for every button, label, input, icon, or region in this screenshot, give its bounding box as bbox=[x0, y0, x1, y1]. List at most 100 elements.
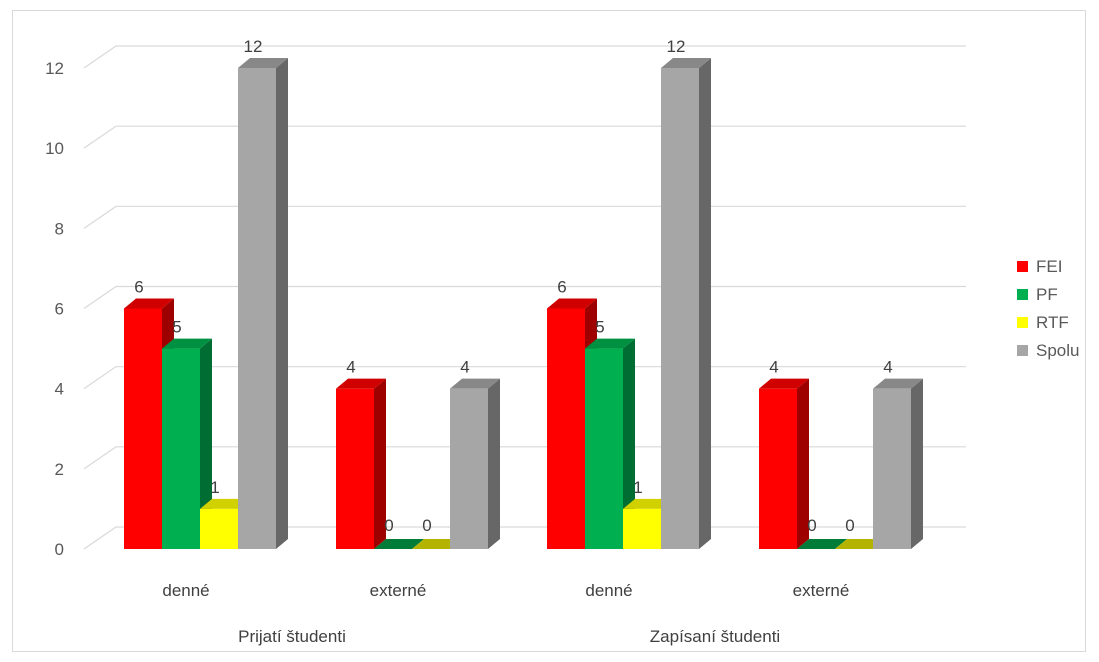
group-labels: Prijatí študenti Zapísaní študenti bbox=[238, 627, 780, 646]
bar-side bbox=[276, 58, 288, 549]
legend-swatch bbox=[1017, 289, 1028, 300]
bar bbox=[585, 338, 635, 549]
bars bbox=[124, 58, 923, 549]
data-label: 4 bbox=[883, 358, 892, 377]
legend: FEI PF RTF Spolu bbox=[1017, 257, 1079, 360]
category-labels: denné externé denné externé bbox=[162, 581, 849, 600]
y-tick-label: 2 bbox=[55, 460, 64, 479]
data-label: 4 bbox=[769, 358, 778, 377]
data-label: 6 bbox=[134, 278, 143, 297]
data-labels: 6 5 1 12 4 0 0 4 6 5 1 12 4 0 0 4 bbox=[134, 37, 892, 535]
bar-top bbox=[661, 58, 711, 68]
data-label: 1 bbox=[210, 478, 219, 497]
bar-side bbox=[488, 378, 500, 549]
gridline bbox=[83, 205, 966, 229]
bar-top bbox=[623, 498, 673, 509]
data-label: 0 bbox=[845, 516, 854, 535]
bar bbox=[661, 58, 711, 549]
bar-top bbox=[124, 298, 174, 309]
bar-front bbox=[759, 388, 797, 549]
category-label: denné bbox=[585, 581, 632, 600]
bar-side bbox=[911, 378, 923, 549]
gridline bbox=[83, 285, 966, 309]
y-tick-label: 6 bbox=[55, 300, 64, 319]
bar-top bbox=[162, 338, 212, 349]
bar-side bbox=[797, 378, 809, 549]
bar-top bbox=[200, 498, 250, 509]
bar-side bbox=[623, 338, 635, 549]
y-tick-label: 0 bbox=[55, 540, 64, 559]
bar-top bbox=[238, 58, 288, 68]
legend-label: FEI bbox=[1036, 257, 1062, 276]
gridline bbox=[83, 125, 966, 149]
bar-side bbox=[374, 378, 386, 549]
data-label: 4 bbox=[346, 358, 355, 377]
gridline bbox=[83, 446, 966, 470]
category-label: externé bbox=[370, 581, 427, 600]
bar-front bbox=[450, 388, 488, 549]
bar-front bbox=[661, 68, 699, 549]
category-label: externé bbox=[793, 581, 850, 600]
bar-top bbox=[873, 378, 923, 389]
bar-front bbox=[238, 68, 276, 549]
data-label: 4 bbox=[460, 358, 469, 377]
data-label: 12 bbox=[667, 37, 686, 56]
bar bbox=[835, 539, 885, 549]
data-label: 1 bbox=[633, 478, 642, 497]
category-label: denné bbox=[162, 581, 209, 600]
legend-swatch bbox=[1017, 345, 1028, 356]
bar-top bbox=[759, 378, 809, 389]
bar bbox=[374, 539, 424, 549]
bar-top bbox=[374, 539, 424, 549]
bar bbox=[873, 378, 923, 549]
gridline bbox=[83, 45, 966, 69]
y-tick-label: 8 bbox=[55, 219, 64, 238]
bar-top bbox=[412, 539, 462, 549]
bar-top bbox=[585, 338, 635, 349]
group-label: Zapísaní študenti bbox=[650, 627, 780, 646]
legend-item: PF bbox=[1017, 285, 1058, 304]
bar-top bbox=[336, 378, 386, 389]
bar-front bbox=[336, 388, 374, 549]
legend-label: Spolu bbox=[1036, 341, 1079, 360]
legend-item: Spolu bbox=[1017, 341, 1079, 360]
bar-top bbox=[797, 539, 847, 549]
data-label: 5 bbox=[172, 318, 181, 337]
bar bbox=[759, 378, 809, 549]
bar-top bbox=[835, 539, 885, 549]
data-label: 0 bbox=[807, 516, 816, 535]
bar-top bbox=[547, 298, 597, 309]
bar-front bbox=[200, 508, 238, 549]
legend-item: FEI bbox=[1017, 257, 1062, 276]
bar bbox=[238, 58, 288, 549]
bar bbox=[162, 338, 212, 549]
bar-front bbox=[162, 348, 200, 549]
bar-front bbox=[873, 388, 911, 549]
legend-swatch bbox=[1017, 261, 1028, 272]
bar bbox=[336, 378, 386, 549]
legend-label: PF bbox=[1036, 285, 1058, 304]
data-label: 12 bbox=[244, 37, 263, 56]
bar-front bbox=[623, 508, 661, 549]
bar-top bbox=[450, 378, 500, 389]
y-tick-label: 4 bbox=[55, 380, 64, 399]
bar-front bbox=[585, 348, 623, 549]
y-axis-ticks: 0 2 4 6 8 10 12 bbox=[45, 59, 64, 559]
legend-item: RTF bbox=[1017, 313, 1069, 332]
data-label: 0 bbox=[422, 516, 431, 535]
data-label: 0 bbox=[384, 516, 393, 535]
legend-label: RTF bbox=[1036, 313, 1069, 332]
group-label: Prijatí študenti bbox=[238, 627, 346, 646]
y-tick-label: 10 bbox=[45, 139, 64, 158]
bar-front bbox=[547, 308, 585, 549]
bar bbox=[450, 378, 500, 549]
gridline bbox=[83, 366, 966, 390]
gridlines bbox=[83, 45, 966, 550]
data-label: 6 bbox=[557, 278, 566, 297]
data-label: 5 bbox=[595, 318, 604, 337]
y-tick-label: 12 bbox=[45, 59, 64, 78]
bar-front bbox=[124, 308, 162, 549]
bar-side bbox=[699, 58, 711, 549]
bar-side bbox=[200, 338, 212, 549]
